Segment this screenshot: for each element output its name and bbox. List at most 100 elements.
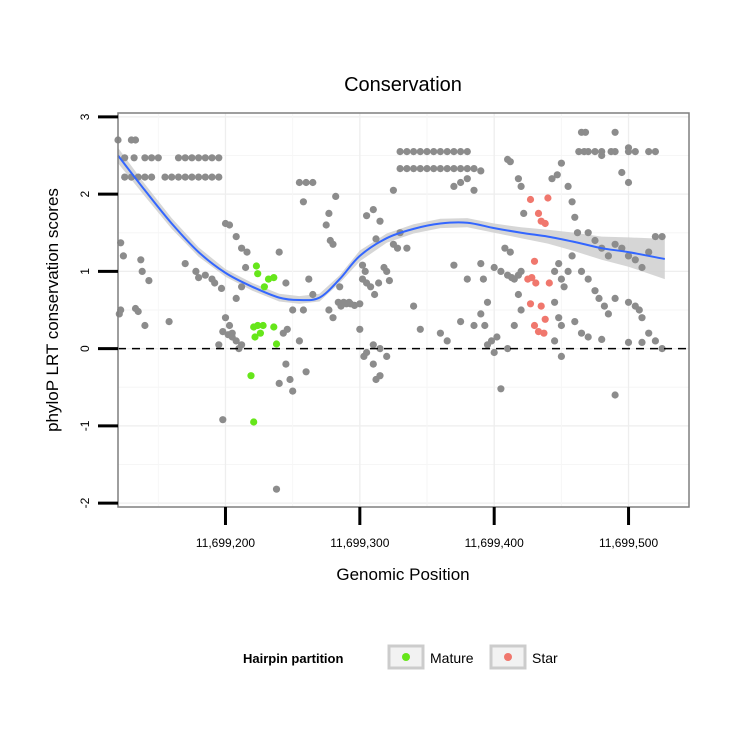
point-other [557,275,566,283]
point-other [638,314,646,322]
point-other [651,148,660,156]
point-other [423,148,431,156]
point-other [584,275,592,283]
point-other [286,375,294,384]
point-other [121,154,129,162]
point-mature [270,323,278,331]
point-other [221,314,230,322]
point-other [383,267,391,275]
point-other [289,306,297,314]
point-other [154,154,162,162]
point-other [121,173,129,181]
point-other [591,287,599,295]
point-other [436,165,444,173]
point-other [115,310,123,318]
point-other [506,158,514,166]
point-other [638,263,646,272]
point-other [295,337,303,345]
x-tick-label: 11,699,400 [465,536,524,550]
point-star [534,209,543,217]
point-other [483,298,492,306]
point-other [219,416,227,424]
point-other [215,173,223,181]
point-other [145,277,153,285]
point-other [385,277,393,285]
point-other [195,173,203,181]
point-star [540,329,548,337]
point-other [517,267,525,275]
point-other [463,148,471,156]
x-tick-label: 11,699,500 [599,536,658,550]
point-other [584,229,592,237]
point-other [369,206,377,214]
point-other [555,314,563,322]
point-other [514,290,523,299]
point-other [479,275,487,283]
point-mature [247,372,255,380]
point-other [564,267,572,275]
point-other [450,165,458,173]
point-other [369,360,377,368]
point-other [302,178,310,187]
y-tick-label: 2 [78,190,92,197]
point-other [517,306,525,314]
point-other [577,267,586,275]
point-other [624,144,633,152]
point-other [367,283,375,291]
point-other [131,136,140,144]
point-other [457,178,465,187]
point-other [591,236,599,245]
point-other [436,148,444,156]
point-other [551,267,559,275]
point-star [534,328,543,336]
point-other [174,173,183,181]
point-other [600,302,609,310]
point-other [371,290,379,299]
point-other [141,154,149,162]
point-other [208,173,216,181]
y-tick-label: -2 [78,497,92,508]
point-other [225,321,234,330]
point-other [195,154,203,162]
point-other [651,337,660,345]
point-other [148,154,156,162]
point-other [138,267,146,275]
point-other [389,186,397,194]
point-other [201,154,209,162]
point-other [551,298,559,306]
point-other [497,267,505,275]
smooth-line-layer [117,154,665,302]
point-other [557,159,566,167]
scatter-points-layer [114,128,666,493]
point-other [403,148,411,156]
point-other [211,279,219,287]
point-mature [272,340,281,348]
point-other [275,248,283,256]
point-other [188,154,196,162]
point-other [208,154,216,162]
point-other [631,256,639,264]
point-other [358,261,367,269]
point-other [416,148,424,156]
point-other [595,294,603,302]
point-other [416,165,424,173]
point-other [372,235,380,243]
point-other [410,148,418,156]
point-star [526,300,535,308]
point-other [376,217,384,225]
point-other [282,279,290,287]
point-other [430,148,438,156]
legend-marker-mature [402,653,410,661]
point-other [611,294,619,302]
legend-label-mature: Mature [430,650,474,666]
point-other [551,337,559,345]
legend-title: Hairpin partition [243,651,343,666]
point-other [611,391,619,399]
point-other [517,182,525,190]
point-other [137,256,145,264]
point-other [275,379,283,387]
point-other [322,221,330,229]
point-other [238,244,246,252]
point-other [658,345,666,353]
point-other [520,209,528,217]
